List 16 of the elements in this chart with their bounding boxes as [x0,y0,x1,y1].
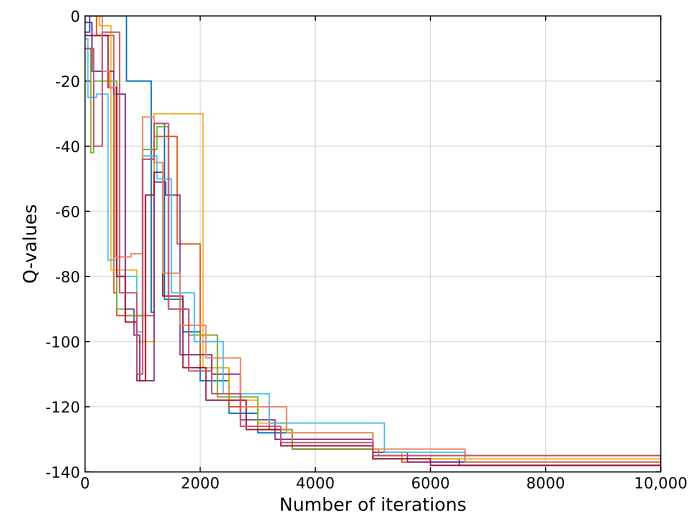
y-tick-label: -80 [56,270,80,283]
x-tick-label: 6000 [412,477,449,489]
x-tick-label: 0 [81,477,89,489]
y-axis-title: Q-values [22,205,39,283]
y-tick-label: -60 [56,206,80,218]
x-tick-label: 8000 [527,477,564,489]
x-tick-label: 10,000 [636,477,686,490]
y-tick-label: 0 [71,10,80,22]
y-tick-label: -100 [46,336,80,348]
y-tick-label: -40 [56,140,80,152]
y-tick-label: -140 [46,466,80,478]
x-tick-label: 4000 [296,477,334,489]
y-tick-label: -120 [46,401,80,413]
y-tick-label: -20 [56,76,80,88]
x-axis-title: Number of iterations [281,497,466,512]
x-tick-label: 2000 [182,477,219,489]
